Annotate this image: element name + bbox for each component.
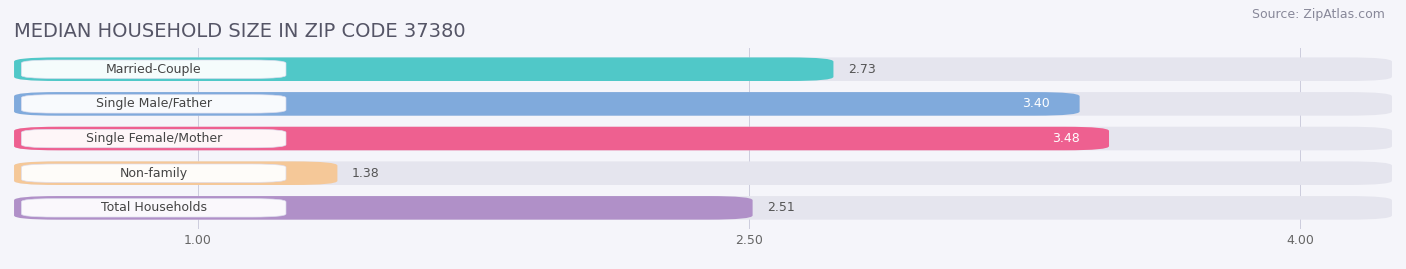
Text: 3.48: 3.48	[1052, 132, 1080, 145]
Text: Single Male/Father: Single Male/Father	[96, 97, 212, 110]
FancyBboxPatch shape	[21, 95, 285, 113]
FancyBboxPatch shape	[14, 57, 834, 81]
FancyBboxPatch shape	[14, 92, 1080, 116]
FancyBboxPatch shape	[14, 196, 752, 220]
FancyBboxPatch shape	[14, 57, 1392, 81]
Text: 2.73: 2.73	[848, 63, 876, 76]
Text: 3.40: 3.40	[1022, 97, 1050, 110]
Text: MEDIAN HOUSEHOLD SIZE IN ZIP CODE 37380: MEDIAN HOUSEHOLD SIZE IN ZIP CODE 37380	[14, 22, 465, 41]
Text: 2.51: 2.51	[768, 201, 794, 214]
FancyBboxPatch shape	[21, 164, 285, 182]
FancyBboxPatch shape	[14, 196, 1392, 220]
Text: 1.38: 1.38	[352, 167, 380, 180]
FancyBboxPatch shape	[14, 127, 1392, 150]
FancyBboxPatch shape	[14, 127, 1109, 150]
Text: Source: ZipAtlas.com: Source: ZipAtlas.com	[1251, 8, 1385, 21]
Text: Non-family: Non-family	[120, 167, 188, 180]
FancyBboxPatch shape	[14, 161, 1392, 185]
Text: Married-Couple: Married-Couple	[105, 63, 201, 76]
FancyBboxPatch shape	[21, 129, 285, 148]
Text: Single Female/Mother: Single Female/Mother	[86, 132, 222, 145]
FancyBboxPatch shape	[14, 92, 1392, 116]
Text: Total Households: Total Households	[101, 201, 207, 214]
FancyBboxPatch shape	[21, 199, 285, 217]
FancyBboxPatch shape	[21, 60, 285, 78]
FancyBboxPatch shape	[14, 161, 337, 185]
